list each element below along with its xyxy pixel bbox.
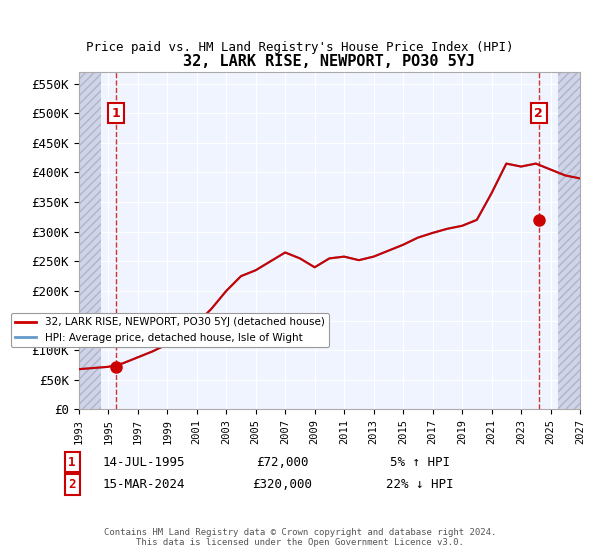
Text: 5% ↑ HPI: 5% ↑ HPI (390, 455, 450, 469)
Text: Contains HM Land Registry data © Crown copyright and database right 2024.
This d: Contains HM Land Registry data © Crown c… (104, 528, 496, 547)
Text: 14-JUL-1995: 14-JUL-1995 (103, 455, 185, 469)
Text: 2: 2 (68, 478, 76, 491)
Bar (79, 72, 101, 409)
Legend: 32, LARK RISE, NEWPORT, PO30 5YJ (detached house), HPI: Average price, detached : 32, LARK RISE, NEWPORT, PO30 5YJ (detach… (11, 313, 329, 347)
Text: Price paid vs. HM Land Registry's House Price Index (HPI): Price paid vs. HM Land Registry's House … (86, 41, 514, 54)
Bar (558, 72, 580, 409)
Text: 2: 2 (535, 107, 543, 120)
Text: 22% ↓ HPI: 22% ↓ HPI (386, 478, 454, 491)
Title: 32, LARK RISE, NEWPORT, PO30 5YJ: 32, LARK RISE, NEWPORT, PO30 5YJ (184, 54, 475, 69)
Text: 1: 1 (112, 107, 121, 120)
Text: 15-MAR-2024: 15-MAR-2024 (103, 478, 185, 491)
Text: 1: 1 (68, 455, 76, 469)
Text: £320,000: £320,000 (252, 478, 312, 491)
Text: £72,000: £72,000 (256, 455, 308, 469)
